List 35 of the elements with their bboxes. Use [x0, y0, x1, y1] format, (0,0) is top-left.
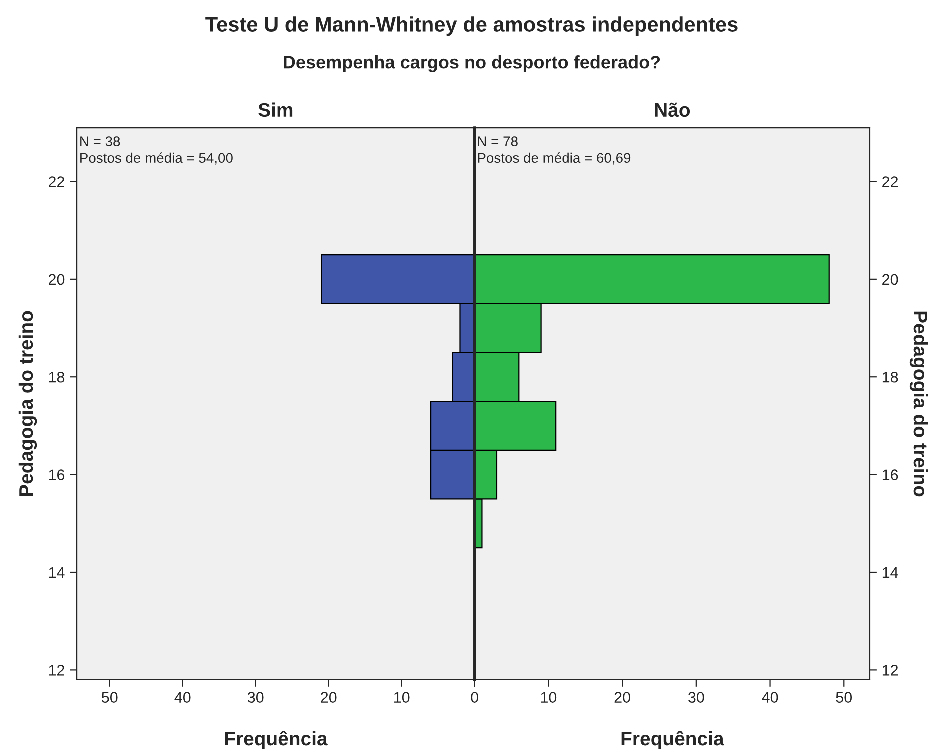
chart-title: Sim	[258, 102, 293, 118]
y-tick-label: 20	[49, 274, 65, 286]
x-tick-label: 50	[102, 692, 118, 703]
text: Desempenha cargos no desporto federado?	[284, 56, 660, 72]
y-axis-title: Pedagogia do treino	[18, 311, 38, 496]
annotation: N = 38	[80, 136, 120, 146]
x-tick-label: 20	[614, 692, 630, 703]
y-tick-label: 18	[49, 372, 65, 383]
x-tick-label: 10	[394, 692, 410, 703]
y-tick-label: 12	[49, 665, 64, 676]
x-tick-label: 20	[321, 692, 337, 703]
y-tick-label: 18	[882, 372, 898, 383]
x-tick-label: 40	[174, 692, 191, 703]
y-axis-title: Pedagogia do treino	[910, 312, 928, 497]
y-tick-label: 14	[49, 568, 65, 578]
x-tick-label: 10	[541, 692, 557, 703]
text: Teste U de Mann-Whitney de amostras independentes	[206, 16, 738, 36]
y-tick-label: 16	[882, 470, 898, 480]
x-tick-label: 30	[248, 692, 264, 703]
x-tick-label: 30	[688, 692, 704, 703]
x-axis-title: Frequência	[622, 731, 724, 750]
y-tick-label: 20	[882, 274, 898, 286]
annotation: Postos de média = 60,69	[478, 152, 631, 165]
y-tick-label: 22	[882, 176, 898, 188]
annotation: Postos de média = 54,00	[80, 152, 233, 165]
annotation: N = 78	[478, 136, 518, 146]
y-tick-label: 22	[49, 176, 64, 188]
x-tick-label: 40	[762, 692, 778, 703]
y-tick-label: 12	[882, 665, 898, 676]
x-tick-label: 50	[836, 692, 852, 703]
chart-title: Não	[655, 102, 690, 118]
y-tick-label: 16	[49, 470, 65, 480]
x-tick-label: 0	[471, 692, 478, 703]
x-axis-title: Frequência	[225, 731, 328, 750]
y-tick-label: 14	[882, 568, 898, 578]
